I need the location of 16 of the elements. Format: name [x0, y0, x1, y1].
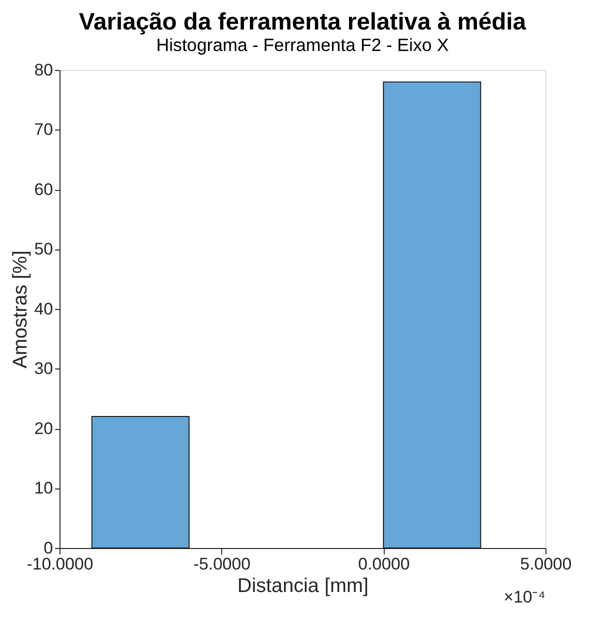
y-tick-label: 70: [34, 120, 54, 140]
y-tick-label: 60: [34, 180, 54, 199]
y-axis-title: Amostras [%]: [9, 250, 32, 368]
y-tick-label: 50: [34, 240, 54, 259]
y-tick-label: 80: [34, 60, 54, 80]
y-tick-label: 30: [34, 359, 54, 378]
x-axis-title: Distancia [mm]: [237, 575, 369, 598]
x-tick-label: -5.0000: [193, 554, 251, 574]
chart-subtitle: Histograma - Ferramenta F2 - Eixo X: [156, 35, 449, 56]
y-tick-label: 20: [34, 418, 54, 438]
x-tick-label: 5.0000: [520, 554, 572, 574]
text: ×10⁻⁴: [504, 588, 546, 607]
chart-title: Variação da ferramenta relativa à média: [78, 8, 527, 36]
x-tick-label: 0.0000: [358, 554, 410, 574]
y-tick-label: 40: [34, 299, 54, 318]
y-tick-label: 10: [34, 478, 54, 498]
